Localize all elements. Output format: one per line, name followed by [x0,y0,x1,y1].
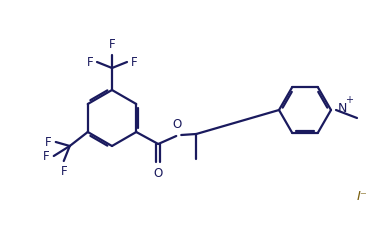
Text: F: F [61,165,67,178]
Text: F: F [45,135,52,148]
Text: I⁻: I⁻ [357,190,368,202]
Text: O: O [154,167,163,180]
Text: +: + [345,95,353,105]
Text: F: F [109,38,115,51]
Text: F: F [131,55,138,68]
Text: F: F [43,149,50,163]
Text: F: F [86,55,93,68]
Text: O: O [172,118,182,131]
Text: N: N [338,102,347,115]
